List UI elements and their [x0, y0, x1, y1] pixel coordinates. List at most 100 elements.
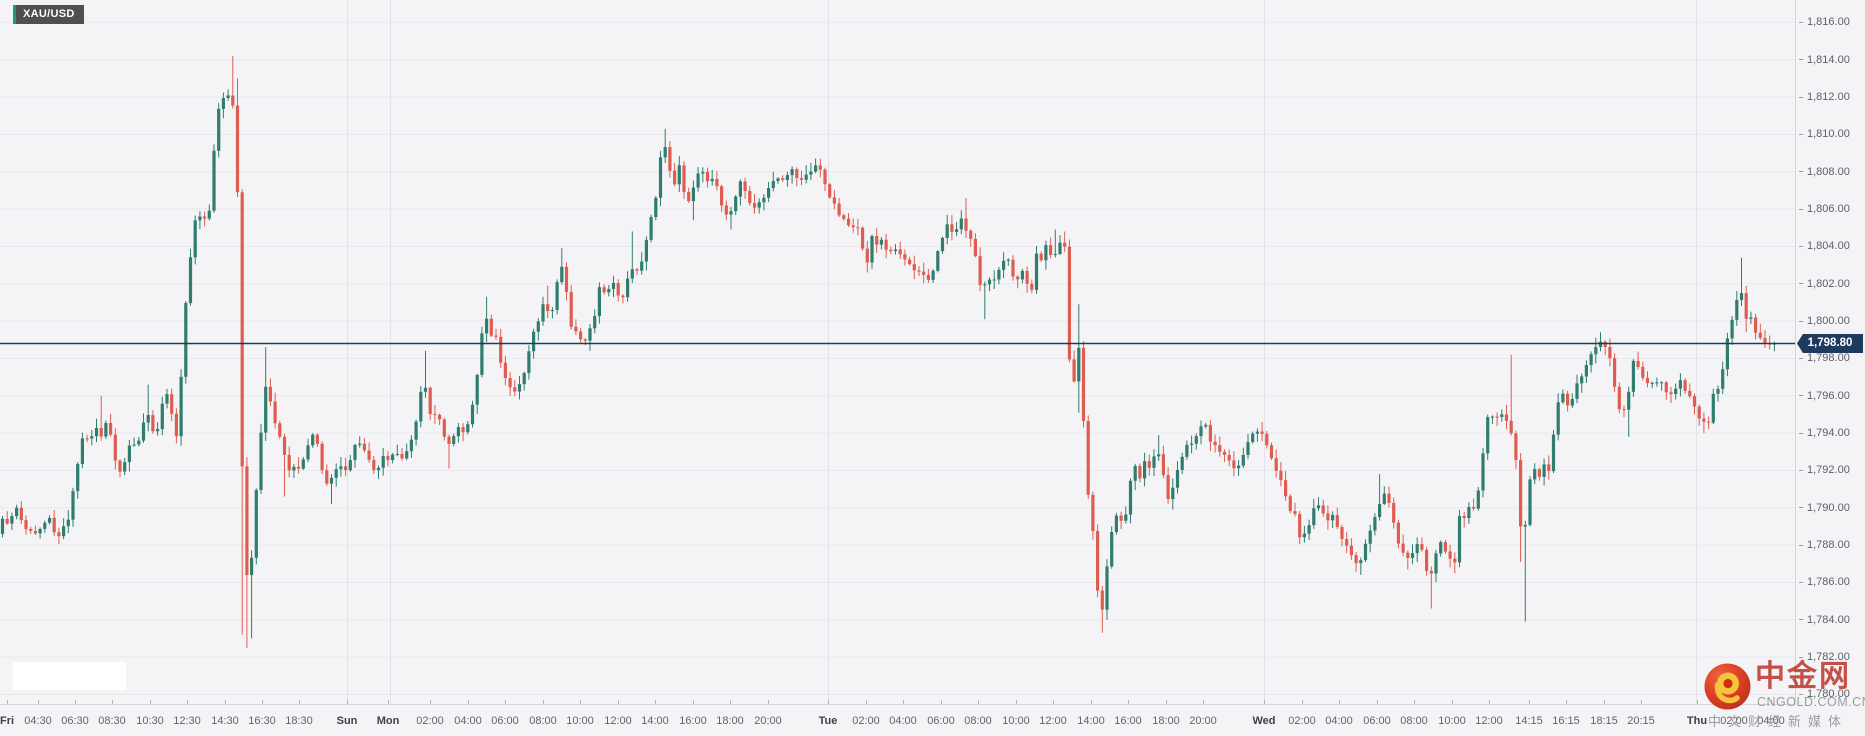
- candle-body: [1580, 376, 1584, 384]
- candle-body: [339, 466, 343, 470]
- candle-body: [1481, 453, 1485, 491]
- y-axis-tick: 1,804.00: [1799, 240, 1863, 252]
- candle-body: [978, 256, 982, 285]
- candle-body: [127, 445, 131, 463]
- candle-body: [311, 434, 315, 446]
- candle-body: [268, 386, 272, 402]
- x-axis-tick: 04:00: [454, 715, 482, 727]
- candle-body: [1335, 515, 1339, 528]
- candle-body: [442, 419, 446, 437]
- candle-body: [818, 165, 822, 170]
- candle-body: [644, 239, 648, 262]
- x-axis-tick: 20:00: [754, 715, 782, 727]
- x-axis-tick: 04:00: [1757, 715, 1785, 727]
- y-axis-tick: 1,802.00: [1799, 278, 1863, 290]
- candle-body: [329, 477, 334, 484]
- candle-body: [959, 218, 963, 230]
- candle-body: [804, 174, 808, 180]
- candle-body: [814, 165, 818, 172]
- candle-body: [1537, 469, 1541, 477]
- candle-body: [1058, 242, 1062, 254]
- candle-body: [517, 384, 522, 392]
- candle-body: [438, 414, 442, 420]
- candle-body: [940, 237, 945, 252]
- x-axis-tick: 10:00: [1002, 715, 1030, 727]
- candle-body: [184, 303, 188, 377]
- candle-body: [254, 490, 258, 558]
- candle-body: [1331, 515, 1335, 521]
- candle-body: [245, 466, 249, 576]
- candle-body: [762, 197, 766, 203]
- candle-body: [527, 351, 531, 374]
- candle-body: [52, 517, 56, 533]
- candle-body: [861, 227, 865, 249]
- candle-body: [1067, 246, 1071, 360]
- candle-body: [729, 211, 733, 215]
- candle-body: [738, 181, 742, 197]
- candle-body: [489, 318, 493, 336]
- candle-body: [1373, 517, 1377, 531]
- candle-body: [198, 216, 202, 221]
- candle-body: [663, 147, 667, 158]
- x-tick-dash: [768, 700, 769, 704]
- y-axis-tick: 1,814.00: [1799, 54, 1863, 66]
- candle-body: [217, 108, 221, 151]
- candle-body: [1316, 505, 1321, 509]
- candle-body: [24, 520, 28, 530]
- candle-body: [160, 403, 164, 430]
- x-axis-tick: 20:00: [1189, 715, 1217, 727]
- candle-body: [757, 202, 761, 208]
- candlestick-canvas[interactable]: [0, 0, 1795, 704]
- x-axis-tick: 14:00: [1077, 715, 1105, 727]
- candle-body: [611, 282, 616, 289]
- candle-body: [499, 336, 503, 363]
- candle-body: [456, 427, 460, 437]
- candle-body: [832, 197, 836, 204]
- candle-body: [118, 460, 122, 472]
- candle-body: [381, 456, 385, 468]
- candle-body: [785, 175, 789, 180]
- symbol-badge[interactable]: XAU/USD: [13, 5, 84, 24]
- candle-body: [1119, 515, 1123, 521]
- candle-body: [1279, 470, 1283, 481]
- candle-body: [842, 215, 846, 219]
- candle-body: [400, 453, 404, 459]
- candle-body: [76, 463, 80, 492]
- candle-body: [1551, 434, 1556, 472]
- candle-body: [1354, 555, 1358, 564]
- candle-body: [19, 507, 23, 521]
- candle-body: [1105, 566, 1109, 610]
- candle-body: [550, 309, 554, 312]
- candle-body: [673, 170, 677, 185]
- candle-body: [917, 270, 921, 272]
- candle-body: [1547, 464, 1551, 472]
- candle-body: [1744, 293, 1748, 319]
- candle-body: [1674, 388, 1678, 395]
- candle-body: [156, 429, 160, 432]
- candle-body: [1570, 398, 1574, 406]
- candle-body: [1274, 458, 1278, 471]
- candle-body: [292, 466, 296, 471]
- candle-body: [386, 456, 390, 461]
- candle-body: [212, 150, 216, 211]
- candle-body: [846, 218, 851, 226]
- candle-body: [626, 278, 630, 298]
- x-axis-tick: 10:30: [136, 715, 164, 727]
- candle-body: [109, 423, 113, 435]
- candle-body: [1166, 475, 1170, 500]
- candle-body: [1246, 442, 1250, 455]
- candle-body: [752, 203, 757, 208]
- candle-body: [677, 165, 681, 185]
- candle-body: [1509, 420, 1513, 434]
- candle-body: [1265, 433, 1269, 446]
- x-axis-tick: 18:00: [1152, 715, 1180, 727]
- candle-body: [799, 178, 804, 180]
- x-tick-dash: [1053, 700, 1054, 704]
- candle-body: [1660, 382, 1664, 384]
- candle-body: [1321, 505, 1325, 514]
- y-axis-tick: 1,782.00: [1799, 651, 1863, 663]
- candle-body: [969, 230, 973, 239]
- y-tick-dash: [1799, 544, 1803, 546]
- x-tick-dash: [1264, 700, 1265, 704]
- candle-body: [1486, 417, 1490, 454]
